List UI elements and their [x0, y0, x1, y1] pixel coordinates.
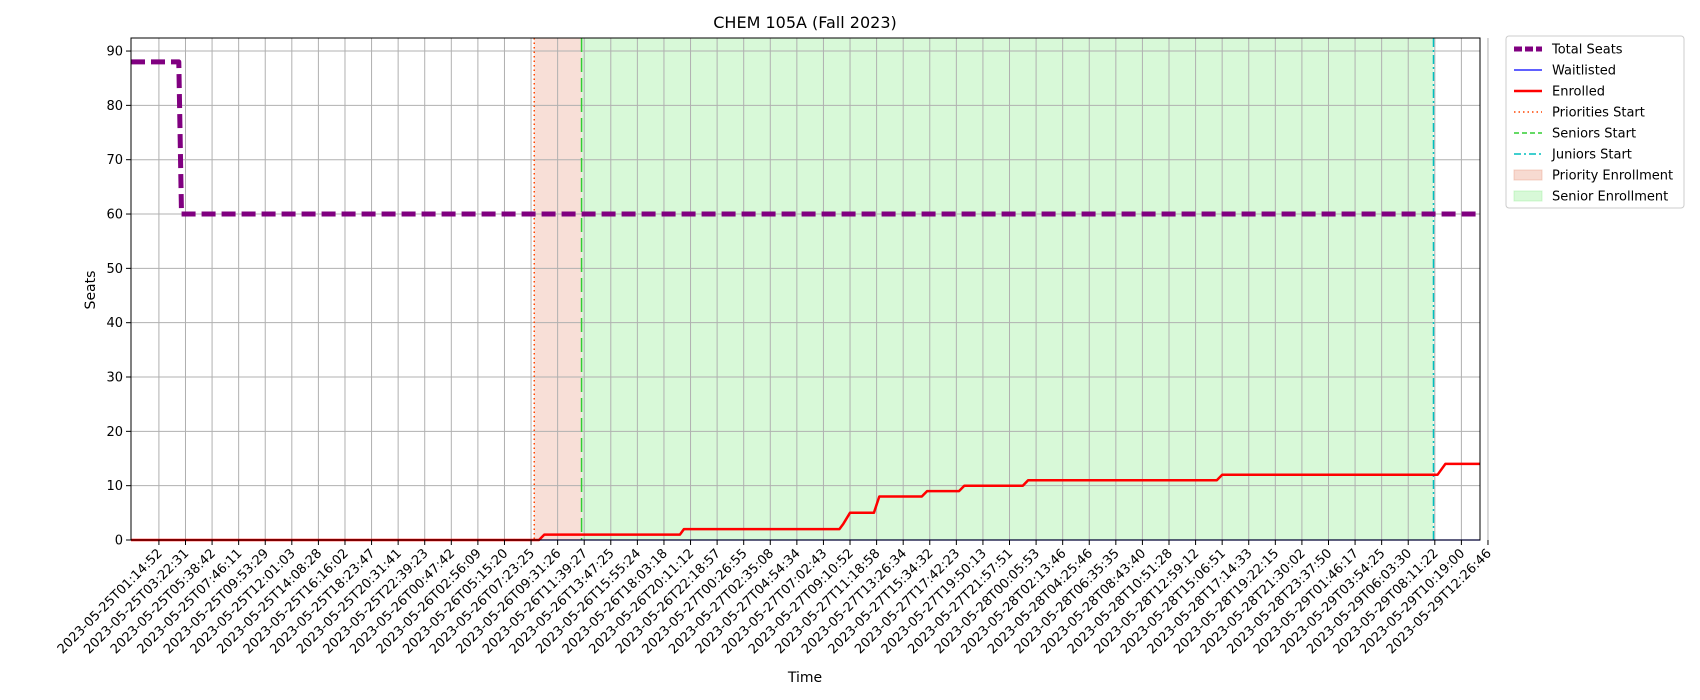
grid-lines — [131, 38, 1489, 541]
legend-label: Total Seats — [1551, 43, 1623, 58]
enrollment-spans — [534, 38, 1434, 540]
legend-item: Priority Enrollment — [1513, 169, 1673, 184]
legend-item: Enrolled — [1514, 85, 1605, 100]
legend-label: Waitlisted — [1552, 64, 1616, 79]
y-tick-label: 0 — [115, 534, 123, 549]
series-total-seats — [131, 59, 1480, 217]
legend-label: Priorities Start — [1552, 106, 1645, 121]
legend-box — [1505, 35, 1685, 209]
x-axis-ticks: 2023-05-25T01:14:522023-05-25T03:22:3120… — [55, 540, 1495, 657]
y-tick-label: 60 — [106, 208, 123, 223]
x-axis-label: Time — [787, 670, 822, 686]
legend-swatch — [1513, 169, 1543, 181]
legend-label: Senior Enrollment — [1552, 190, 1668, 205]
legend-label: Priority Enrollment — [1552, 169, 1673, 184]
legend-item: Priorities Start — [1514, 106, 1645, 121]
y-axis-ticks: 0 10 20 30 40 50 60 70 80 90 — [106, 45, 131, 549]
legend-item: Waitlisted — [1514, 64, 1616, 79]
y-tick-label: 80 — [106, 99, 123, 114]
y-axis-label: Seats — [83, 271, 99, 310]
y-tick-label: 10 — [106, 479, 123, 494]
legend-item: Juniors Start — [1514, 148, 1632, 163]
legend-label: Juniors Start — [1551, 148, 1632, 163]
plot-frame — [130, 37, 1481, 541]
legend-swatch — [1513, 190, 1543, 202]
y-tick-label: 40 — [106, 316, 123, 331]
y-tick-label: 90 — [106, 45, 123, 60]
chart-title: CHEM 105A (Fall 2023) — [713, 13, 897, 32]
series-enrolled — [131, 462, 1480, 542]
y-tick-label: 70 — [106, 153, 123, 168]
legend-item: Senior Enrollment — [1513, 190, 1668, 205]
y-tick-label: 20 — [106, 425, 123, 440]
legend: Total Seats Waitlisted Enrolled Priorities … — [1505, 35, 1685, 209]
legend-label: Enrolled — [1552, 85, 1605, 100]
y-tick-label: 30 — [106, 371, 123, 386]
plot-area — [131, 38, 1480, 540]
legend-item: Seniors Start — [1514, 127, 1636, 142]
legend-label: Seniors Start — [1552, 127, 1636, 142]
plot-background — [131, 38, 1480, 540]
phase-markers — [533, 38, 1435, 540]
plot-border — [130, 37, 1481, 541]
legend-item: Total Seats — [1514, 43, 1623, 58]
span-senior-enrollment — [581, 38, 1434, 540]
y-tick-label: 50 — [106, 262, 123, 277]
